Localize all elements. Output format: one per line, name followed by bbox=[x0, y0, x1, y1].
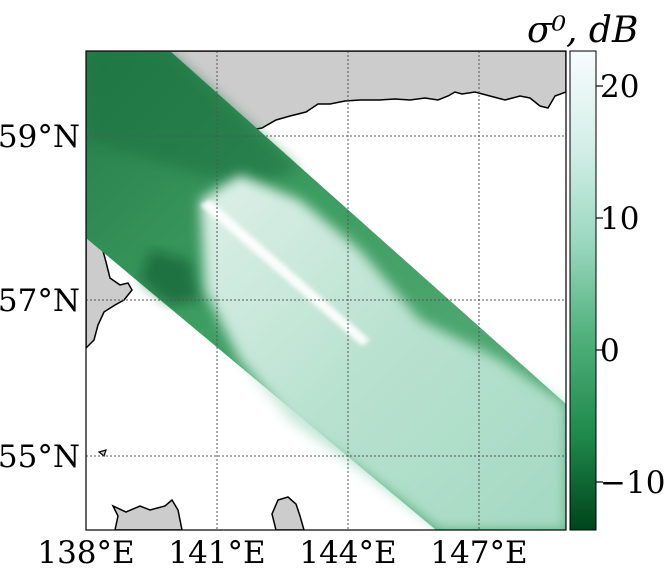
map-frame bbox=[85, 50, 567, 531]
swath-bright-streak bbox=[200, 200, 370, 346]
colorbar-tick-minus10: −10 bbox=[600, 465, 665, 501]
colorbar-tick-20: 20 bbox=[600, 69, 639, 105]
x-tick-label-138: 138°E bbox=[37, 535, 134, 571]
colorbar: 20 10 0 −10 σ⁰, dB bbox=[527, 10, 665, 531]
map-plot-area bbox=[86, 51, 566, 530]
x-axis-labels: 138°E 141°E 144°E 147°E bbox=[37, 535, 527, 571]
land-south-island-right bbox=[271, 496, 305, 530]
swath-bright-region bbox=[200, 175, 566, 530]
y-tick-label-59: 59°N bbox=[0, 119, 80, 155]
colorbar-title: σ⁰, dB bbox=[527, 10, 638, 51]
gridlines bbox=[86, 51, 566, 530]
y-tick-label-55: 55°N bbox=[0, 439, 80, 475]
land-west-coast bbox=[86, 218, 133, 350]
x-tick-label-144: 144°E bbox=[299, 535, 396, 571]
colorbar-tick-0: 0 bbox=[600, 333, 620, 369]
x-tick-label-147: 147°E bbox=[430, 535, 527, 571]
x-tick-label-141: 141°E bbox=[168, 535, 265, 571]
swath-dark-spot bbox=[140, 250, 200, 305]
swath-dark-band bbox=[86, 51, 300, 185]
y-axis-labels: 59°N 57°N 55°N bbox=[0, 119, 80, 475]
colorbar-gradient bbox=[569, 50, 597, 531]
land-south-island-left bbox=[111, 498, 183, 530]
y-tick-label-57: 57°N bbox=[0, 283, 80, 319]
colorbar-tick-10: 10 bbox=[600, 201, 639, 237]
small-islet bbox=[97, 449, 107, 458]
